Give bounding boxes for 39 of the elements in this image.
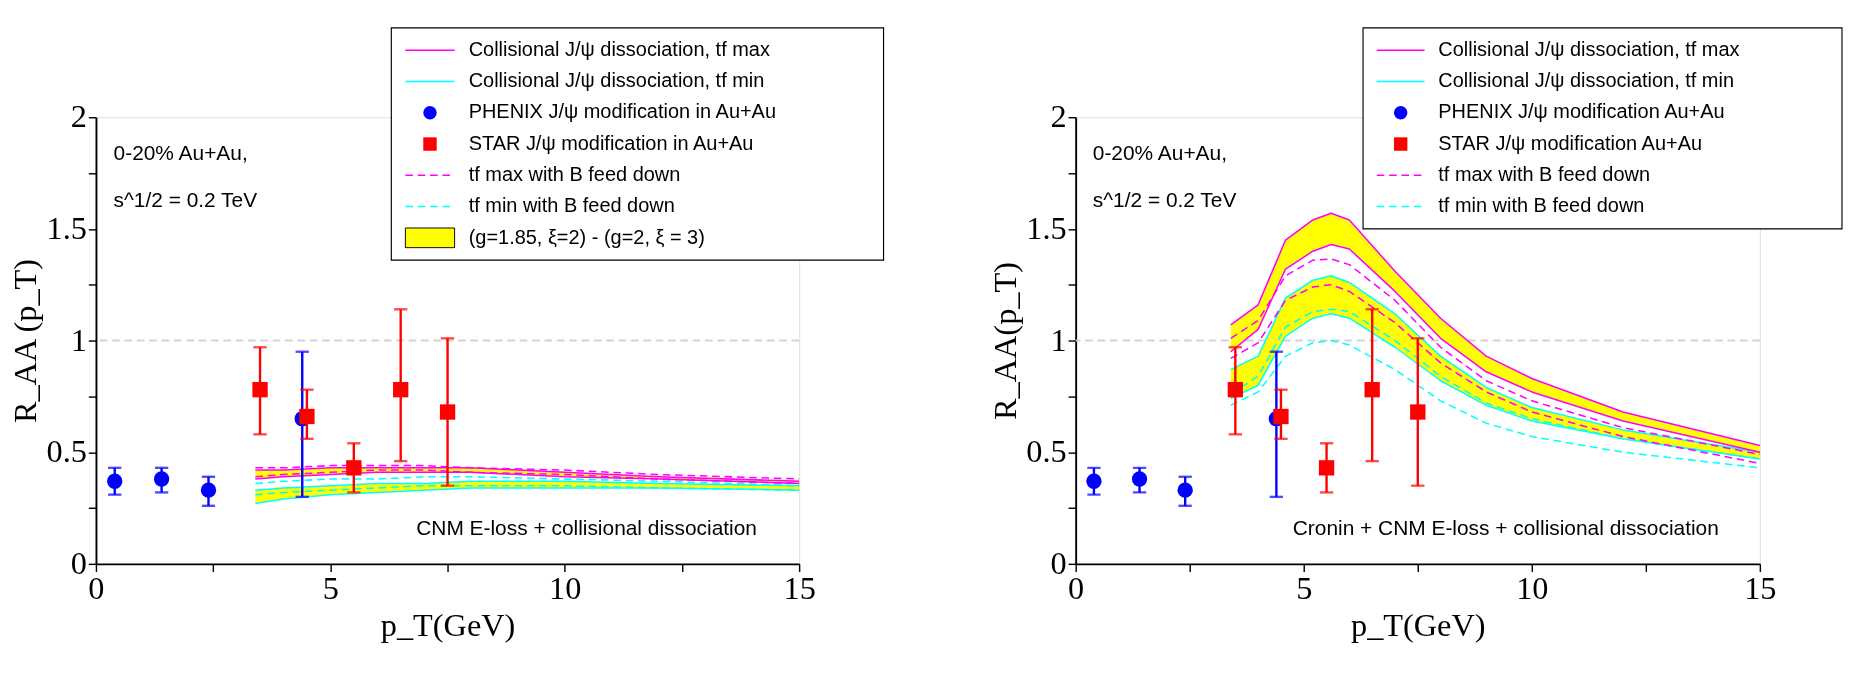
x-tick-label: 5 [1296, 570, 1313, 607]
legend-label: tf max with B feed down [468, 163, 681, 185]
legend-label: PHENIX J/ψ modification in Au+Au [468, 100, 776, 123]
legend-label: PHENIX J/ψ modification Au+Au [1438, 100, 1725, 123]
y-tick-label: 0.5 [1026, 433, 1067, 470]
annotation: CNM E-loss + collisional dissociation [416, 515, 757, 539]
y-tick-label: 1 [70, 321, 87, 358]
legend-label: tf min with B feed down [1438, 194, 1645, 217]
annotation: s^1/2 = 0.2 TeV [113, 187, 258, 211]
y-axis-title: R_AA (p_T) [7, 258, 44, 424]
legend-label: tf min with B feed down [468, 194, 675, 217]
annotation: 0-20% Au+Au, [1092, 140, 1227, 164]
annotation: s^1/2 = 0.2 TeV [1092, 187, 1237, 211]
y-tick-label: 2 [70, 98, 87, 135]
y-tick-label: 1 [1050, 321, 1067, 358]
legend-label: Collisional J/ψ dissociation, tf max [1438, 37, 1740, 60]
x-tick-label: 10 [549, 570, 582, 607]
x-tick-label: 10 [1516, 570, 1549, 607]
annotation: Cronin + CNM E-loss + collisional dissociation [1292, 515, 1719, 539]
legend-label: tf max with B feed down [1438, 163, 1650, 185]
legend-label: STAR J/ψ modification in Au+Au [468, 131, 754, 154]
legend-label: Collisional J/ψ dissociation, tf min [468, 69, 765, 92]
x-tick-label: 15 [1744, 570, 1777, 607]
y-tick-label: 0.5 [46, 433, 87, 470]
annotation: 0-20% Au+Au, [113, 140, 248, 164]
x-axis-title: p_T(GeV) [380, 606, 516, 643]
legend-label: Collisional J/ψ dissociation, tf max [468, 37, 770, 60]
y-tick-label: 0 [1050, 544, 1067, 581]
legend-label: Collisional J/ψ dissociation, tf min [1438, 69, 1734, 92]
x-tick-label: 15 [783, 570, 816, 607]
y-tick-label: 1.5 [1026, 209, 1067, 246]
y-tick-label: 2 [1050, 98, 1067, 135]
legend-label: STAR J/ψ modification Au+Au [1438, 131, 1703, 154]
y-tick-label: 1.5 [46, 209, 87, 246]
x-axis-title: p_T(GeV) [1350, 606, 1486, 643]
legend-label: (g=1.85, ξ=2) - (g=2, ξ = 3) [468, 225, 705, 248]
y-tick-label: 0 [70, 544, 87, 581]
y-axis-title: R_AA(p_T) [986, 262, 1023, 420]
x-tick-label: 5 [322, 570, 339, 607]
